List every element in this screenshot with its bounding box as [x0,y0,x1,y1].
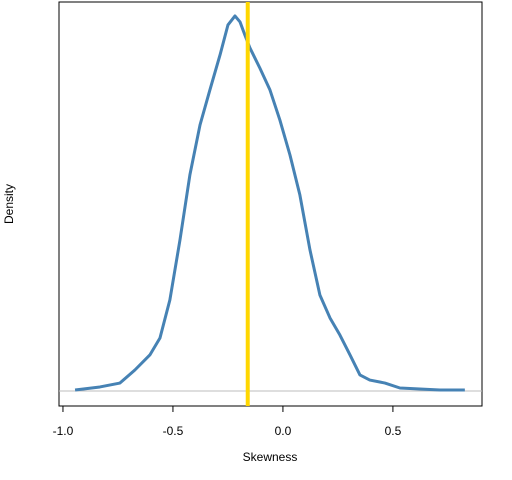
x-tick-label: -0.5 [163,424,184,438]
y-axis-label: Density [2,184,16,224]
x-tick-label: 0.0 [275,424,292,438]
plot-box [58,1,483,407]
x-tick-label: -1.0 [53,424,74,438]
x-tick-label: 0.5 [385,424,402,438]
density-curve [74,14,465,392]
x-axis-label: Skewness [243,450,298,464]
